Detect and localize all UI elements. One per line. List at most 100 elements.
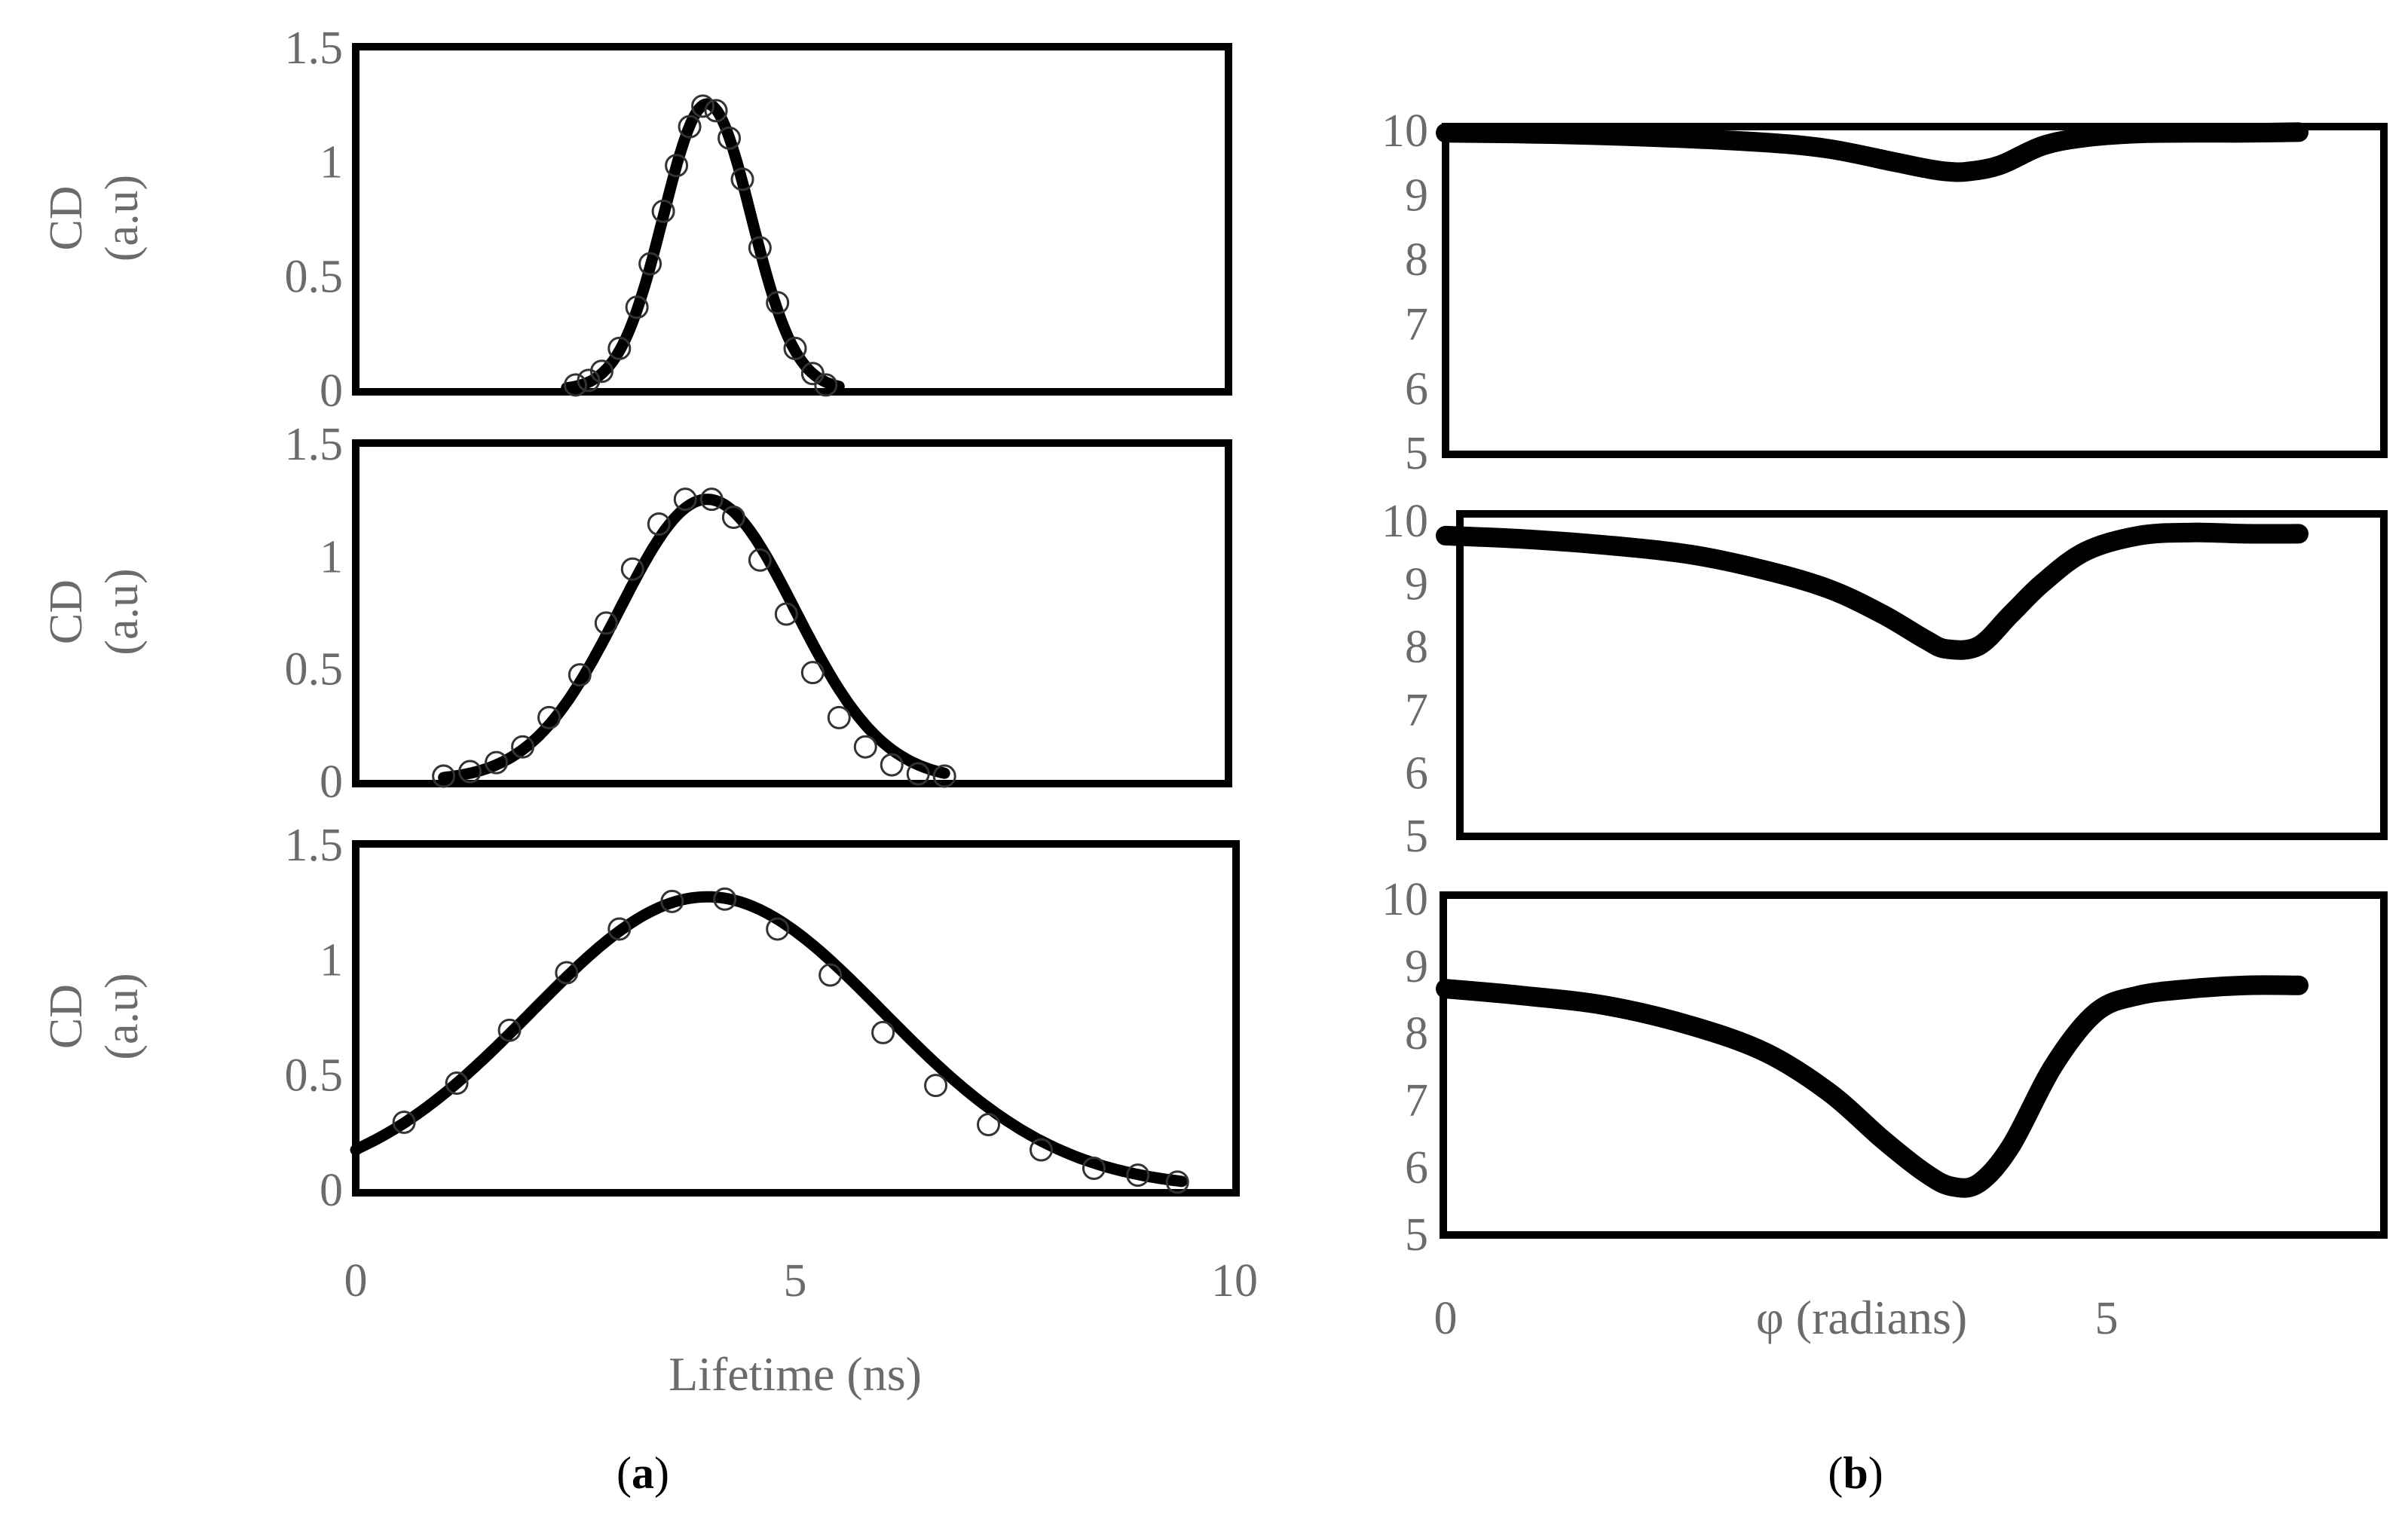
panel-label-a: (a)	[617, 1448, 669, 1498]
y-tick-label: 1	[320, 531, 343, 582]
data-marker	[678, 115, 702, 139]
data-marker	[1165, 1170, 1189, 1194]
data-marker	[673, 488, 697, 512]
data-marker	[853, 735, 877, 759]
data-marker	[660, 889, 684, 913]
data-marker	[814, 373, 838, 397]
plot-frame	[352, 43, 1232, 396]
phase-curve	[1436, 522, 2309, 660]
y-tick-label: 0.5	[285, 1050, 344, 1101]
y-axis-label: CD (a.u)	[41, 973, 148, 1059]
subplot-b-1: 5 6 7 8 9 10	[1381, 105, 2388, 479]
y-tick-label: 7	[1405, 685, 1428, 736]
data-marker	[485, 750, 509, 775]
y-tick-label: 9	[1405, 559, 1428, 610]
plot-frame	[352, 840, 1240, 1197]
y-tick-label: 0.5	[285, 251, 344, 302]
data-marker	[766, 917, 790, 941]
data-marker	[924, 1074, 948, 1098]
y-tick-label: 1.5	[285, 23, 344, 74]
y-tick-label: 8	[1405, 622, 1428, 673]
data-marker	[594, 611, 618, 635]
data-marker	[511, 735, 535, 759]
panel-a: 00.511.5CD (a.u)00.511.5CD (a.u)00.511.5CD…	[41, 23, 1258, 1401]
data-marker	[1082, 1157, 1106, 1181]
y-tick-label: 6	[1405, 1142, 1428, 1194]
y-tick-label: 0	[320, 1165, 343, 1216]
panel-label-b: (b)	[1828, 1448, 1883, 1498]
x-tick-label: 0	[1434, 1293, 1458, 1344]
y-tick-label: 0.5	[285, 644, 344, 695]
y-tick-label: 6	[1405, 747, 1428, 799]
x-tick-label: 5	[2095, 1293, 2119, 1344]
data-marker	[699, 488, 724, 512]
y-tick-label: 0	[320, 365, 343, 417]
data-marker	[783, 336, 807, 360]
y-tick-label: 10	[1381, 496, 1428, 547]
data-marker	[880, 753, 904, 777]
data-marker	[537, 705, 561, 729]
data-marker	[774, 602, 798, 626]
data-marker	[748, 548, 772, 572]
data-marker	[730, 167, 754, 191]
y-axis-label-line1: CD	[41, 579, 92, 644]
subplot-a-3: 0 0.5 1 1.5 CD (a.u)	[41, 820, 1240, 1216]
fit-curve	[438, 494, 950, 784]
y-tick-label: 5	[1405, 428, 1428, 479]
y-axis-label: CD (a.u)	[41, 568, 148, 655]
data-marker	[564, 373, 587, 397]
y-tick-label: 1.5	[285, 820, 344, 871]
subplot-a-2: 0 0.5 1 1.5 CD (a.u)	[41, 419, 1232, 808]
y-tick-label: 5	[1405, 1209, 1428, 1261]
y-tick-label: 9	[1405, 941, 1428, 992]
data-marker	[800, 362, 825, 386]
data-marker	[625, 295, 649, 319]
y-tick-label: 8	[1405, 234, 1428, 286]
data-marker	[568, 663, 592, 687]
plot-frame	[1440, 891, 2388, 1239]
data-marker	[748, 236, 772, 260]
y-axis-label-line2: (a.u)	[96, 973, 148, 1059]
data-marker	[607, 336, 632, 360]
subplot-b-3: 5 6 7 8 9 10	[1381, 874, 2388, 1261]
x-axis-label: φ (radians)	[1756, 1291, 1967, 1344]
y-tick-label: 10	[1381, 105, 1428, 157]
plot-frame	[352, 439, 1232, 787]
y-axis-label-line2: (a.u)	[96, 568, 148, 655]
y-tick-label: 10	[1381, 874, 1428, 925]
data-marker	[704, 99, 728, 123]
y-axis-label-line1: CD	[41, 185, 92, 250]
data-marker	[818, 963, 843, 987]
data-marker	[766, 291, 790, 315]
data-marker	[871, 1020, 895, 1044]
panel-b: 5 6 7 8 9 10 5 6 7 8 9 10 5 6 7 8 9 10 0 φ (radians) 5	[1381, 105, 2388, 1344]
data-marker	[1029, 1138, 1053, 1162]
data-marker	[432, 764, 456, 788]
y-tick-label: 5	[1405, 811, 1428, 862]
y-tick-label: 1.5	[285, 419, 344, 470]
x-tick-label: 10	[1211, 1255, 1258, 1307]
y-tick-label: 7	[1405, 1075, 1428, 1126]
data-marker	[691, 94, 715, 118]
data-marker	[1126, 1163, 1150, 1187]
data-marker	[607, 917, 632, 941]
fit-curve	[350, 891, 1188, 1187]
x-tick-label: 0	[344, 1255, 368, 1307]
data-marker	[651, 199, 675, 223]
y-tick-label: 7	[1405, 299, 1428, 350]
y-tick-label: 6	[1405, 363, 1428, 414]
y-axis-label: CD (a.u)	[41, 175, 148, 261]
data-marker	[392, 1110, 416, 1134]
phase-curve	[1436, 975, 2309, 1198]
data-marker	[555, 961, 579, 985]
y-tick-label: 8	[1405, 1008, 1428, 1059]
subplot-b-2: 5 6 7 8 9 10	[1381, 496, 2388, 862]
plot-frame	[1442, 123, 2388, 458]
y-axis-label-line2: (a.u)	[96, 175, 148, 261]
y-tick-label: 9	[1405, 170, 1428, 222]
data-marker	[721, 506, 745, 530]
y-tick-label: 1	[320, 935, 343, 986]
y-tick-label: 0	[320, 756, 343, 808]
